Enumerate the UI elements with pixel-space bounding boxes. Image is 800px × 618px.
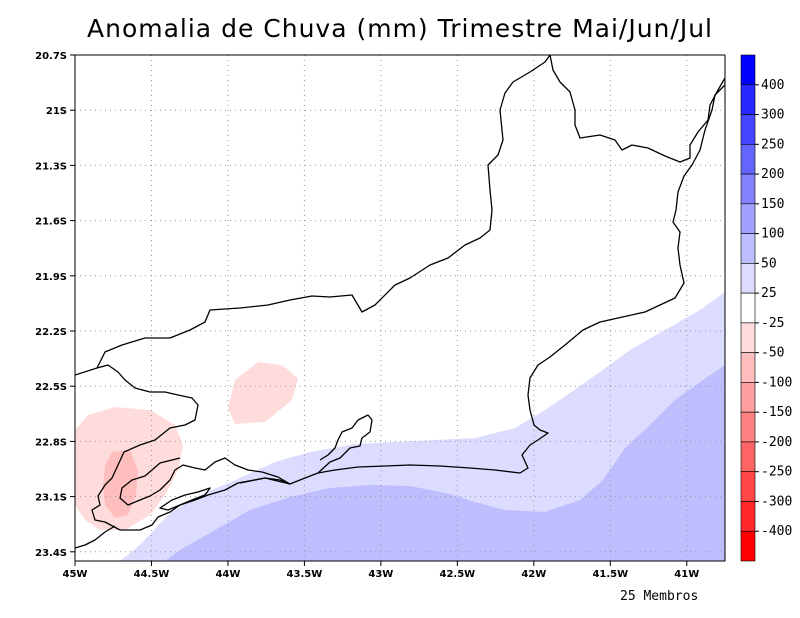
colorbar-swatch [740,173,756,205]
y-tick-label: 21.6S [35,217,67,228]
colorbar-label: 50 [761,256,777,271]
y-tick-label: 20.7S [35,51,67,62]
x-tick-label: 42W [521,569,546,580]
y-tick-label: 21.9S [35,272,67,283]
colorbar-label: -250 [761,465,792,480]
y-tick-label: 22.2S [35,327,67,338]
colorbar-label: 100 [761,227,784,242]
chart-title: Anomalia de Chuva (mm) Trimestre Mai/Jun… [87,14,713,43]
southwest-border [75,525,116,549]
colorbar-label: -200 [761,435,792,450]
colorbar-label: 150 [761,197,784,212]
colorbar-swatch [740,143,756,175]
colorbar-label: 400 [761,78,784,93]
coastline [75,55,725,549]
x-tick-label: 41.5W [592,569,628,580]
rio-de-janeiro-state-border [75,55,725,376]
colorbar-label: -25 [761,316,784,331]
colorbar-swatch [740,382,756,413]
colorbar-swatch [740,292,756,324]
y-tick-label: 23.4S [35,548,67,559]
colorbar-swatch [740,471,756,502]
map-frame [74,54,726,562]
colorbar-swatch [740,84,756,115]
x-tick-label: 44.5W [134,569,170,580]
x-tick-label: 45W [63,569,88,580]
y-tick-label: 22.5S [35,382,67,393]
colorbar-label: -150 [761,405,792,420]
y-tick-label: 21.3S [35,161,67,172]
restinga [239,477,291,485]
eastern-coastline [91,78,725,531]
colorbar-label: -400 [761,524,792,539]
colorbar-label: -50 [761,346,784,361]
colorbar-swatch [740,203,756,234]
colorbar-label: 25 [761,286,777,301]
x-tick-label: 43.5W [287,569,323,580]
colorbar-label: 200 [761,167,784,182]
colorbar-swatch [740,441,756,473]
colorbar-swatch [740,352,756,383]
anomaly-shading [75,292,725,561]
colorbar-swatch [740,530,756,562]
x-tick-label: 43W [368,569,393,580]
colorbar-swatch [740,263,756,294]
x-axis-ticks: 45W 44.5W 44W 43.5W 43W 42.5W 42W 41.5W 41W [63,561,699,580]
anomaly-region-50-100 [165,365,725,561]
x-tick-label: 44W [215,569,240,580]
colorbar-label: 300 [761,108,784,123]
x-tick-label: 41W [674,569,699,580]
colorbar-label: 250 [761,137,784,152]
y-axis-ticks: 20.7S 21S 21.3S 21.6S 21.9S 22.2S 22.5S 22.8S 23… [35,51,75,559]
colorbar-swatch [740,114,756,145]
colorbar-swatch [740,322,756,353]
colorbar-swatch [740,411,756,443]
anomaly-region-25-50 [120,292,725,561]
sepetiba-coast [119,457,291,506]
colorbar-swatch [740,233,756,264]
y-tick-label: 21S [46,106,67,117]
y-tick-label: 22.8S [35,437,67,448]
anomaly-region-neg50-100 [103,450,138,518]
ilha-grande [159,487,211,511]
y-tick-label: 23.1S [35,493,67,504]
colorbar-label: -300 [761,494,792,509]
anomaly-region-neg25-50-inland [228,362,298,424]
grid-lines [75,55,725,561]
members-label: 25 Membros [620,589,699,604]
colorbar: 400 300 250 200 150 100 50 25 -25 -50 -100 -150 -200… [740,54,792,562]
colorbar-swatch [740,501,756,532]
baia-de-guanabara [317,414,373,474]
colorbar-swatch [740,54,756,86]
x-tick-label: 42.5W [440,569,476,580]
colorbar-label: -100 [761,375,792,390]
